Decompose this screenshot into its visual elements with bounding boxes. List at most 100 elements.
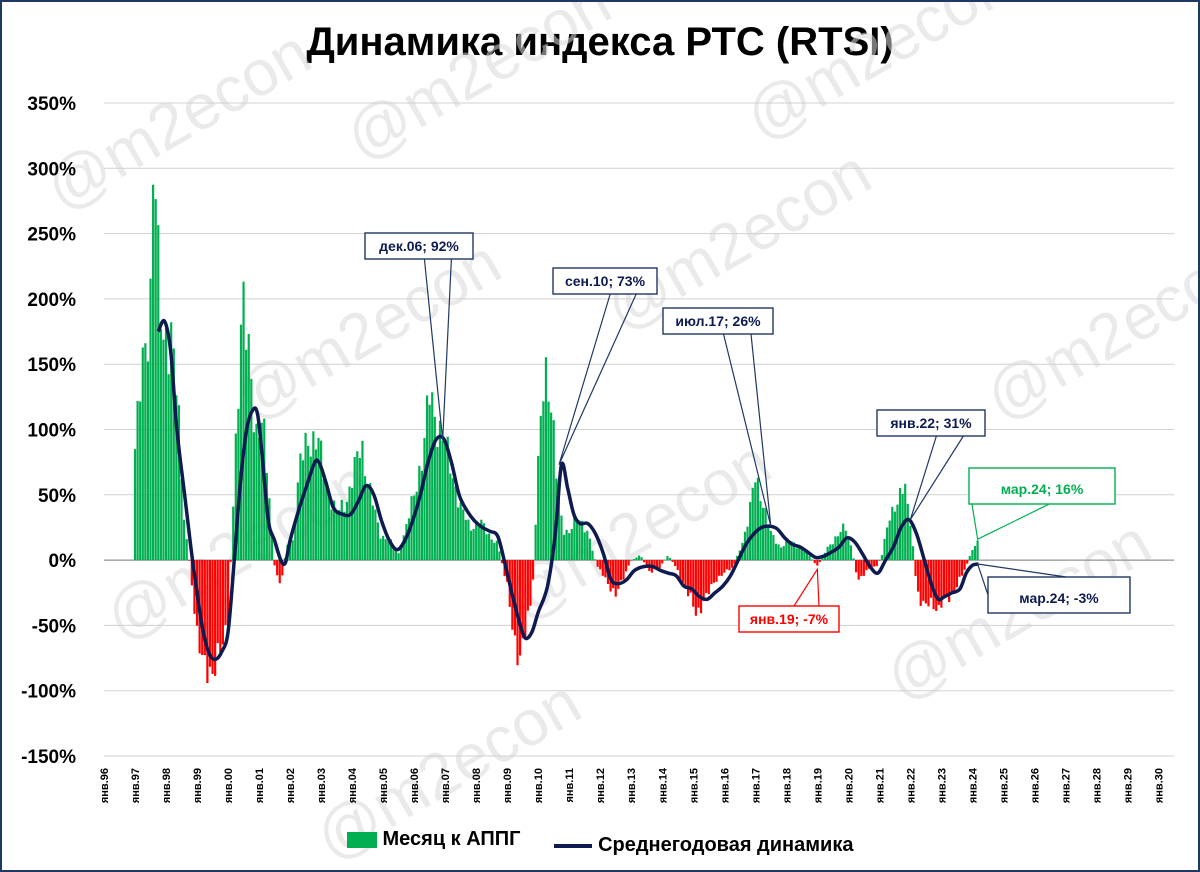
x-tick-label: янв.30 bbox=[1153, 768, 1165, 803]
bar bbox=[655, 560, 659, 569]
bar bbox=[317, 437, 320, 561]
x-tick-label: янв.27 bbox=[1060, 768, 1072, 803]
bar bbox=[544, 357, 548, 561]
bar bbox=[552, 420, 555, 561]
y-tick-label: 350% bbox=[27, 94, 76, 115]
bar bbox=[402, 535, 405, 561]
x-tick-label: янв.29 bbox=[1122, 768, 1134, 803]
legend-line-label: Среднегодовая динамика bbox=[598, 834, 854, 856]
x-tick-label: янв.28 bbox=[1091, 768, 1103, 803]
bar bbox=[942, 560, 946, 596]
x-tick-label: янв.23 bbox=[936, 768, 948, 803]
bar bbox=[679, 560, 682, 581]
bar bbox=[777, 544, 780, 561]
bar bbox=[898, 487, 902, 561]
bar bbox=[968, 556, 971, 561]
bar bbox=[586, 530, 589, 561]
bar bbox=[513, 560, 517, 636]
y-tick-label: 300% bbox=[27, 159, 76, 180]
x-tick-label: янв.25 bbox=[998, 768, 1010, 803]
bar bbox=[229, 560, 232, 562]
bar bbox=[973, 546, 977, 561]
x-tick-label: янв.98 bbox=[161, 768, 173, 803]
bar bbox=[363, 476, 367, 561]
average-line bbox=[156, 318, 979, 662]
bar bbox=[358, 457, 361, 561]
bar bbox=[971, 549, 974, 561]
bar bbox=[583, 532, 586, 561]
bar bbox=[226, 560, 230, 630]
bar bbox=[456, 507, 460, 561]
bar bbox=[568, 533, 571, 561]
x-tick-label: янв.12 bbox=[595, 768, 607, 803]
x-tick-label: янв.96 bbox=[99, 768, 111, 803]
x-tick-label: янв.21 bbox=[874, 768, 886, 803]
callout-label: июл.17; 26% bbox=[675, 313, 761, 329]
bar bbox=[338, 510, 341, 561]
x-tick-label: янв.01 bbox=[254, 768, 266, 803]
bar bbox=[795, 548, 798, 561]
bar bbox=[490, 539, 493, 561]
bar bbox=[880, 555, 884, 561]
bar bbox=[449, 473, 452, 561]
bar bbox=[852, 558, 855, 561]
bar bbox=[963, 560, 966, 570]
bar bbox=[588, 538, 591, 561]
callout-leader bbox=[909, 435, 964, 520]
bar bbox=[557, 495, 560, 561]
bar bbox=[976, 540, 979, 561]
bar bbox=[139, 401, 142, 561]
bar bbox=[937, 560, 940, 605]
bar bbox=[307, 445, 310, 561]
bar bbox=[462, 509, 465, 561]
bar bbox=[658, 560, 661, 569]
x-tick-label: янв.04 bbox=[347, 767, 359, 803]
bar bbox=[643, 560, 646, 563]
x-tick-label: янв.99 bbox=[192, 768, 204, 803]
callout-box bbox=[968, 467, 1116, 505]
bar bbox=[702, 560, 705, 601]
bar bbox=[526, 560, 529, 611]
bar bbox=[420, 470, 423, 561]
bar bbox=[622, 560, 625, 580]
bar bbox=[761, 507, 765, 561]
watermark-layer: @m2econ @m2econ @m2econ@m2econ @m2econ @m2ec… bbox=[33, 2, 1198, 870]
bar bbox=[170, 322, 173, 561]
bar bbox=[581, 520, 584, 561]
callout-box bbox=[876, 409, 986, 437]
bar bbox=[211, 560, 214, 674]
bar bbox=[203, 560, 206, 656]
x-axis-labels: янв.96 янв.97 янв.98 янв.99 янв.00 янв.01 янв.… bbox=[99, 767, 1165, 803]
bar bbox=[785, 539, 788, 561]
bar bbox=[237, 408, 240, 561]
bar bbox=[366, 484, 369, 561]
bar bbox=[932, 560, 935, 610]
x-tick-label: янв.09 bbox=[502, 768, 514, 803]
bar bbox=[330, 509, 333, 561]
bar bbox=[674, 560, 677, 566]
bar bbox=[351, 487, 354, 561]
bar bbox=[343, 511, 346, 561]
x-tick-label: янв.22 bbox=[905, 768, 917, 803]
bar bbox=[624, 560, 628, 572]
bar bbox=[431, 392, 434, 561]
bar bbox=[495, 540, 498, 561]
legend-line-swatch bbox=[554, 843, 593, 848]
bar bbox=[376, 522, 380, 561]
bar bbox=[314, 449, 318, 561]
bar bbox=[183, 519, 186, 561]
bar bbox=[883, 538, 886, 561]
x-tick-label: янв.14 bbox=[657, 767, 669, 803]
bar bbox=[707, 560, 710, 595]
bar bbox=[413, 495, 416, 561]
bar bbox=[444, 444, 447, 561]
bar bbox=[821, 556, 824, 561]
bar bbox=[529, 560, 532, 606]
bar bbox=[728, 560, 731, 571]
bar bbox=[278, 560, 281, 584]
bar bbox=[164, 325, 168, 561]
bar bbox=[312, 431, 315, 561]
bar bbox=[425, 395, 429, 561]
bar bbox=[534, 524, 537, 561]
